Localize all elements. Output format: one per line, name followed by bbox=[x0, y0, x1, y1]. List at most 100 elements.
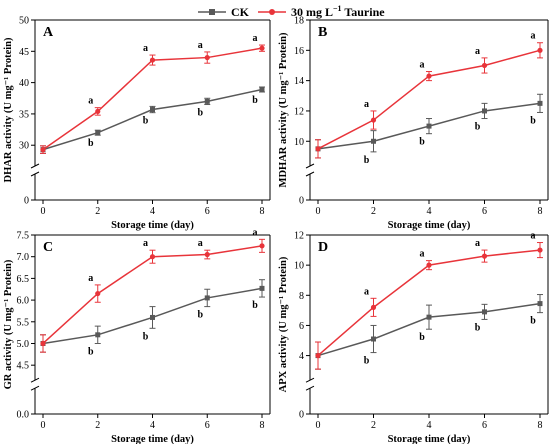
x-tick-label: 6 bbox=[482, 420, 487, 431]
significance-label: a bbox=[253, 33, 258, 44]
data-point bbox=[150, 314, 155, 320]
legend-ck-marker bbox=[209, 9, 215, 15]
data-point bbox=[315, 146, 321, 152]
x-tick-label: 6 bbox=[205, 420, 210, 431]
series-taurine: a a a a bbox=[315, 231, 543, 370]
significance-label: a bbox=[364, 286, 369, 297]
panel-b: 0 10 12 14 16 18 0 2 4 6 8 Storage time (day) MDHAR … bbox=[278, 16, 549, 231]
x-tick-label: 2 bbox=[95, 420, 100, 431]
data-point bbox=[95, 332, 101, 338]
panel-letter: B bbox=[318, 25, 327, 40]
data-point bbox=[537, 47, 543, 53]
y-tick-label: 10 bbox=[294, 261, 304, 272]
significance-label: a bbox=[531, 231, 536, 242]
x-tick-label: 0 bbox=[41, 206, 46, 217]
significance-label: b bbox=[252, 95, 258, 106]
y-tick-label: 45 bbox=[19, 47, 29, 58]
data-point bbox=[95, 130, 101, 136]
legend-taurine-sup: −1 bbox=[333, 4, 342, 13]
x-axis-label: Storage time (day) bbox=[111, 434, 194, 444]
data-point bbox=[537, 301, 543, 307]
data-point bbox=[259, 45, 265, 51]
x-tick-label: 8 bbox=[538, 420, 543, 431]
significance-label: b bbox=[419, 332, 425, 343]
data-point bbox=[482, 108, 487, 114]
x-tick-label: 6 bbox=[205, 206, 210, 217]
x-tick-label: 8 bbox=[260, 206, 265, 217]
significance-label: a bbox=[198, 40, 203, 51]
data-point bbox=[204, 251, 210, 258]
x-tick-label: 0 bbox=[316, 420, 321, 431]
x-tick-label: 4 bbox=[427, 420, 432, 431]
y-tick-label: 0 bbox=[299, 410, 304, 421]
y-tick-label: 50 bbox=[19, 16, 29, 27]
y-tick-label: 12 bbox=[294, 106, 304, 117]
y-tick-label: 40 bbox=[19, 78, 29, 89]
significance-label: b bbox=[252, 300, 258, 311]
x-axis-label: Storage time (day) bbox=[111, 220, 194, 231]
significance-label: b bbox=[530, 115, 536, 126]
y-tick-label: 0 bbox=[299, 196, 304, 207]
data-point bbox=[149, 254, 156, 260]
data-point bbox=[204, 98, 210, 104]
series-ck: b b b b bbox=[315, 294, 543, 370]
significance-label: b bbox=[475, 322, 481, 333]
data-point bbox=[259, 86, 265, 92]
x-tick-label: 0 bbox=[41, 420, 46, 431]
x-tick-label: 4 bbox=[150, 206, 155, 217]
series-ck: b b b b bbox=[315, 93, 543, 166]
significance-label: a bbox=[143, 238, 148, 249]
data-point bbox=[370, 117, 377, 123]
y-tick-label: 30 bbox=[19, 141, 29, 152]
significance-label: b bbox=[88, 138, 94, 149]
data-point bbox=[481, 62, 488, 69]
significance-label: a bbox=[143, 43, 148, 54]
y-axis-break-mark bbox=[30, 163, 40, 169]
y-tick-label: 6.5 bbox=[17, 274, 30, 285]
panel-letter: C bbox=[43, 240, 53, 255]
y-tick-label: 12 bbox=[294, 231, 304, 242]
significance-label: b bbox=[88, 346, 94, 357]
y-tick-label: 4.5 bbox=[17, 361, 30, 372]
y-tick-label: 5.0 bbox=[17, 339, 30, 350]
x-tick-label: 4 bbox=[427, 206, 432, 217]
y-tick-label: 16 bbox=[294, 46, 304, 57]
x-tick-label: 2 bbox=[371, 420, 376, 431]
data-point bbox=[370, 304, 377, 310]
y-axis-label: APX activity (U mg⁻¹ Protein) bbox=[278, 256, 289, 392]
significance-label: a bbox=[475, 46, 480, 57]
significance-label: a bbox=[420, 249, 425, 260]
y-axis-break-mark bbox=[30, 385, 40, 391]
significance-label: b bbox=[143, 331, 149, 342]
data-point bbox=[40, 340, 46, 347]
significance-label: b bbox=[475, 122, 481, 133]
x-tick-label: 8 bbox=[260, 420, 265, 431]
significance-label: a bbox=[531, 31, 536, 42]
significance-label: b bbox=[530, 316, 536, 327]
panel-letter: A bbox=[43, 25, 54, 40]
data-point bbox=[426, 314, 432, 320]
significance-label: a bbox=[253, 227, 258, 238]
data-point bbox=[259, 285, 265, 291]
series-ck: b b b b bbox=[40, 86, 265, 154]
x-tick-label: 6 bbox=[482, 206, 487, 217]
series-taurine: a a a a bbox=[40, 33, 265, 154]
series-taurine: a a a a bbox=[40, 227, 265, 353]
x-tick-label: 8 bbox=[538, 206, 543, 217]
significance-label: a bbox=[420, 60, 425, 71]
significance-label: a bbox=[88, 273, 93, 284]
data-point bbox=[481, 253, 488, 259]
data-point bbox=[371, 336, 376, 342]
series-ck: b b b b bbox=[40, 279, 265, 357]
x-tick-label: 0 bbox=[316, 206, 321, 217]
x-tick-label: 2 bbox=[371, 206, 376, 217]
panel-a: 0 30 35 40 45 50 0 2 4 6 8 Storage time (day) DHAR a… bbox=[3, 16, 271, 231]
y-tick-label: 5.5 bbox=[17, 317, 30, 328]
legend-taurine-marker bbox=[269, 9, 275, 15]
series-line bbox=[42, 88, 263, 151]
data-point bbox=[259, 243, 265, 249]
legend-ck-label: CK bbox=[231, 5, 250, 19]
y-tick-label: 7.0 bbox=[17, 252, 30, 263]
